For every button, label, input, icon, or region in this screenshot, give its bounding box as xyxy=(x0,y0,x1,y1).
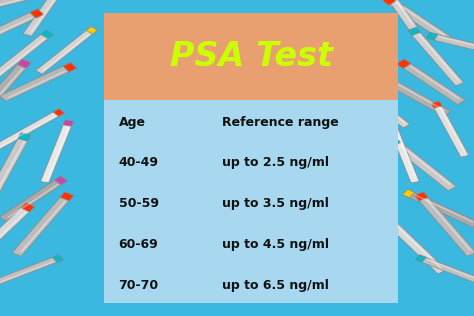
Text: up to 6.5 ng/ml: up to 6.5 ng/ml xyxy=(222,278,328,292)
Text: 70-70: 70-70 xyxy=(118,278,159,292)
Bar xyxy=(418,34,460,81)
Bar xyxy=(439,107,466,153)
Bar xyxy=(414,192,428,201)
Bar xyxy=(0,211,27,261)
Bar xyxy=(414,194,474,222)
Bar xyxy=(7,184,59,218)
Text: 60-69: 60-69 xyxy=(118,238,158,251)
Bar xyxy=(416,255,474,289)
Bar xyxy=(383,0,397,5)
Bar xyxy=(55,176,67,185)
Bar xyxy=(0,177,67,222)
Bar xyxy=(397,59,411,69)
Text: Reference range: Reference range xyxy=(222,116,338,129)
Bar xyxy=(387,138,456,191)
Bar xyxy=(395,2,446,36)
FancyBboxPatch shape xyxy=(104,13,398,100)
Bar xyxy=(386,120,397,126)
Text: 40-49: 40-49 xyxy=(118,156,158,169)
Bar xyxy=(30,0,66,33)
Text: up to 3.5 ng/ml: up to 3.5 ng/ml xyxy=(222,197,328,210)
Bar xyxy=(20,201,66,252)
Bar xyxy=(42,33,90,71)
Bar xyxy=(0,204,34,264)
Text: up to 4.5 ng/ml: up to 4.5 ng/ml xyxy=(222,238,329,251)
Bar xyxy=(21,203,35,212)
Text: 50-59: 50-59 xyxy=(118,197,158,210)
Bar xyxy=(358,86,406,124)
Bar xyxy=(415,192,474,256)
Bar xyxy=(427,33,438,40)
Bar xyxy=(402,189,415,198)
Bar xyxy=(86,27,98,34)
Bar xyxy=(348,80,359,88)
Bar xyxy=(389,219,442,269)
Bar xyxy=(348,81,410,128)
Bar xyxy=(408,27,420,35)
Text: PSA Test: PSA Test xyxy=(170,40,333,73)
Bar xyxy=(8,70,66,98)
Bar xyxy=(18,59,31,68)
Text: Age: Age xyxy=(118,116,146,129)
Bar xyxy=(0,17,33,45)
Bar xyxy=(383,0,451,41)
Bar xyxy=(30,9,44,18)
Bar xyxy=(378,213,447,274)
Text: up to 2.5 ng/ml: up to 2.5 ng/ml xyxy=(222,156,329,169)
Bar xyxy=(427,33,474,56)
Bar xyxy=(63,63,77,72)
Bar xyxy=(365,67,451,117)
Bar xyxy=(378,212,392,222)
Bar xyxy=(376,72,446,111)
Bar xyxy=(60,192,74,201)
Bar xyxy=(364,66,377,76)
Bar xyxy=(399,144,451,185)
Bar xyxy=(426,259,474,284)
Bar xyxy=(0,68,24,120)
Bar xyxy=(438,36,474,51)
Bar xyxy=(403,190,474,228)
Bar xyxy=(431,101,442,108)
Bar xyxy=(18,133,31,141)
Bar xyxy=(394,126,417,179)
Bar xyxy=(0,38,46,80)
Bar xyxy=(426,199,472,251)
Bar xyxy=(0,0,42,9)
Bar xyxy=(378,0,414,26)
Bar xyxy=(23,0,72,36)
Bar xyxy=(0,115,56,147)
Bar xyxy=(0,0,52,12)
Bar xyxy=(0,261,55,286)
Bar xyxy=(387,137,401,147)
Bar xyxy=(0,9,43,48)
FancyBboxPatch shape xyxy=(104,100,398,303)
Bar xyxy=(12,192,73,256)
Bar xyxy=(386,120,419,183)
Bar xyxy=(53,109,64,116)
Bar xyxy=(0,255,63,289)
Bar xyxy=(408,28,464,86)
Bar xyxy=(409,65,460,99)
Bar xyxy=(398,60,465,105)
Bar xyxy=(0,63,76,101)
Bar xyxy=(0,31,53,83)
Bar xyxy=(46,127,69,180)
Bar xyxy=(369,0,418,30)
Bar xyxy=(432,102,469,157)
Bar xyxy=(415,255,426,262)
Bar xyxy=(0,141,25,191)
Bar xyxy=(36,27,97,74)
Bar xyxy=(0,133,31,195)
Bar xyxy=(40,120,73,183)
Bar xyxy=(63,120,73,126)
Bar xyxy=(0,109,64,150)
Bar xyxy=(0,60,31,124)
Bar xyxy=(41,30,54,39)
Bar xyxy=(53,255,64,262)
